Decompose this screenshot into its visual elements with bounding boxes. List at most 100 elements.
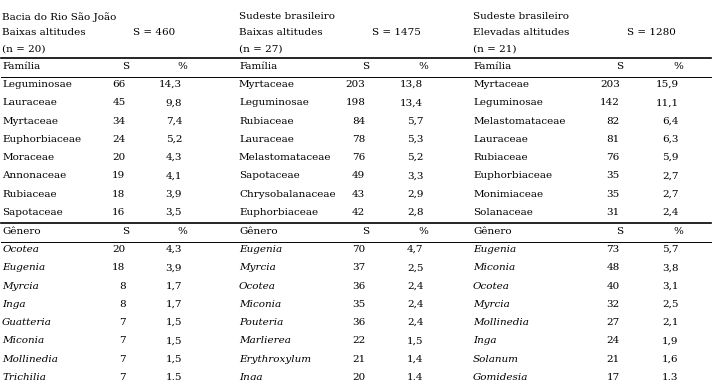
- Text: 66: 66: [112, 80, 125, 89]
- Text: Eugenia: Eugenia: [239, 245, 282, 254]
- Text: S: S: [617, 227, 624, 236]
- Text: 24: 24: [112, 135, 125, 144]
- Text: Gênero: Gênero: [473, 227, 512, 236]
- Text: 198: 198: [345, 98, 365, 107]
- Text: (n = 21): (n = 21): [473, 45, 516, 54]
- Text: 2,1: 2,1: [662, 318, 679, 327]
- Text: 5,2: 5,2: [166, 135, 182, 144]
- Text: 35: 35: [607, 171, 620, 180]
- Text: S: S: [122, 62, 129, 71]
- Text: 1,3: 1,3: [662, 373, 679, 380]
- Text: 1,5: 1,5: [407, 336, 424, 345]
- Text: Myrtaceae: Myrtaceae: [473, 80, 529, 89]
- Text: Myrcia: Myrcia: [2, 282, 39, 291]
- Text: 82: 82: [607, 117, 620, 125]
- Text: Família: Família: [239, 62, 277, 71]
- Text: 2,5: 2,5: [407, 263, 424, 272]
- Text: %: %: [419, 62, 429, 71]
- Text: Myrcia: Myrcia: [239, 263, 276, 272]
- Text: 1,5: 1,5: [166, 318, 182, 327]
- Text: Annonaceae: Annonaceae: [2, 171, 66, 180]
- Text: Bacia do Rio São João: Bacia do Rio São João: [2, 12, 117, 22]
- Text: S = 1280: S = 1280: [627, 28, 676, 37]
- Text: Inga: Inga: [2, 300, 26, 309]
- Text: 5,3: 5,3: [407, 135, 424, 144]
- Text: S = 1475: S = 1475: [372, 28, 422, 37]
- Text: Elevadas altitudes: Elevadas altitudes: [473, 28, 570, 37]
- Text: 6,3: 6,3: [662, 135, 679, 144]
- Text: 78: 78: [352, 135, 365, 144]
- Text: 76: 76: [352, 153, 365, 162]
- Text: 1,7: 1,7: [166, 282, 182, 291]
- Text: 4,1: 4,1: [166, 171, 182, 180]
- Text: 1,6: 1,6: [662, 355, 679, 364]
- Text: Sapotaceae: Sapotaceae: [2, 208, 63, 217]
- Text: 13,4: 13,4: [400, 98, 424, 107]
- Text: 5,2: 5,2: [407, 153, 424, 162]
- Text: Melastomataceae: Melastomataceae: [239, 153, 332, 162]
- Text: Leguminosae: Leguminosae: [473, 98, 543, 107]
- Text: Mollinedia: Mollinedia: [2, 355, 58, 364]
- Text: 5,7: 5,7: [407, 117, 424, 125]
- Text: 7: 7: [119, 355, 125, 364]
- Text: 2,8: 2,8: [407, 208, 424, 217]
- Text: Rubiaceae: Rubiaceae: [239, 117, 293, 125]
- Text: S: S: [362, 227, 369, 236]
- Text: 35: 35: [607, 190, 620, 199]
- Text: 8: 8: [119, 282, 125, 291]
- Text: 7: 7: [119, 318, 125, 327]
- Text: 36: 36: [352, 318, 365, 327]
- Text: Miconia: Miconia: [239, 300, 281, 309]
- Text: 17: 17: [607, 373, 620, 380]
- Text: %: %: [177, 62, 187, 71]
- Text: 15,9: 15,9: [656, 80, 679, 89]
- Text: 5,9: 5,9: [662, 153, 679, 162]
- Text: Rubiaceae: Rubiaceae: [473, 153, 528, 162]
- Text: 7: 7: [119, 373, 125, 380]
- Text: 24: 24: [607, 336, 620, 345]
- Text: 20: 20: [112, 245, 125, 254]
- Text: 76: 76: [607, 153, 620, 162]
- Text: 9,8: 9,8: [166, 98, 182, 107]
- Text: 2,9: 2,9: [407, 190, 424, 199]
- Text: 36: 36: [352, 282, 365, 291]
- Text: (n = 20): (n = 20): [2, 45, 46, 54]
- Text: Euphorbiaceae: Euphorbiaceae: [2, 135, 81, 144]
- Text: 16: 16: [112, 208, 125, 217]
- Text: 37: 37: [352, 263, 365, 272]
- Text: Ocotea: Ocotea: [2, 245, 39, 254]
- Text: Miconia: Miconia: [473, 263, 515, 272]
- Text: %: %: [674, 62, 684, 71]
- Text: 1,9: 1,9: [662, 336, 679, 345]
- Text: 3,9: 3,9: [166, 190, 182, 199]
- Text: Sudeste brasileiro: Sudeste brasileiro: [473, 12, 569, 21]
- Text: %: %: [674, 227, 684, 236]
- Text: 2,4: 2,4: [407, 300, 424, 309]
- Text: 20: 20: [352, 373, 365, 380]
- Text: Chrysobalanaceae: Chrysobalanaceae: [239, 190, 335, 199]
- Text: Solanaceae: Solanaceae: [473, 208, 533, 217]
- Text: 3,3: 3,3: [407, 171, 424, 180]
- Text: 3,8: 3,8: [662, 263, 679, 272]
- Text: 203: 203: [600, 80, 620, 89]
- Text: 32: 32: [607, 300, 620, 309]
- Text: Moraceae: Moraceae: [2, 153, 54, 162]
- Text: 5,7: 5,7: [662, 245, 679, 254]
- Text: 1,7: 1,7: [166, 300, 182, 309]
- Text: 4,3: 4,3: [166, 245, 182, 254]
- Text: Baixas altitudes: Baixas altitudes: [239, 28, 323, 37]
- Text: 13,8: 13,8: [400, 80, 424, 89]
- Text: Myrtaceae: Myrtaceae: [2, 117, 58, 125]
- Text: 7: 7: [119, 336, 125, 345]
- Text: Melastomataceae: Melastomataceae: [473, 117, 565, 125]
- Text: 31: 31: [607, 208, 620, 217]
- Text: Sudeste brasileiro: Sudeste brasileiro: [239, 12, 335, 21]
- Text: Gênero: Gênero: [2, 227, 41, 236]
- Text: 34: 34: [112, 117, 125, 125]
- Text: 7,4: 7,4: [166, 117, 182, 125]
- Text: %: %: [177, 227, 187, 236]
- Text: 43: 43: [352, 190, 365, 199]
- Text: S: S: [617, 62, 624, 71]
- Text: 21: 21: [607, 355, 620, 364]
- Text: Lauraceae: Lauraceae: [239, 135, 294, 144]
